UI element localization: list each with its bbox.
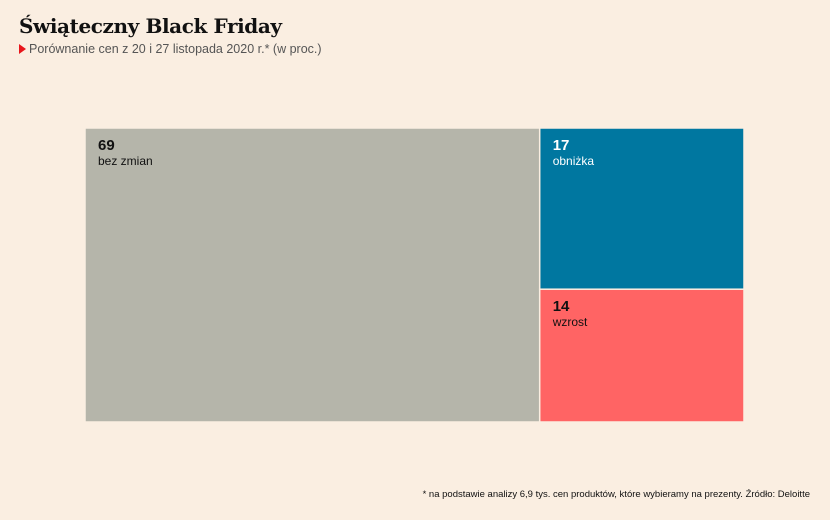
chart-subtitle: Porównanie cen z 20 i 27 listopada 2020 … — [19, 42, 322, 56]
tile-value-obniżka: 17 — [553, 137, 570, 154]
red-triangle-icon — [19, 44, 26, 54]
tile-label-bez-zmian: bez zmian — [98, 154, 153, 168]
tile-label-wzrost: wzrost — [552, 315, 588, 329]
chart-subtitle-text: Porównanie cen z 20 i 27 listopada 2020 … — [29, 42, 322, 56]
tile-label-obniżka: obniżka — [553, 154, 595, 168]
footnote: * na podstawie analizy 6,9 tys. cen prod… — [422, 489, 810, 500]
treemap-tile-wzrost — [538, 288, 745, 423]
treemap-tile-bez-zmian — [84, 127, 541, 423]
tile-value-wzrost: 14 — [553, 298, 570, 315]
chart-title: Świąteczny Black Friday — [19, 14, 282, 38]
tile-value-bez-zmian: 69 — [98, 137, 115, 154]
treemap-tile-obniżka — [538, 127, 745, 290]
